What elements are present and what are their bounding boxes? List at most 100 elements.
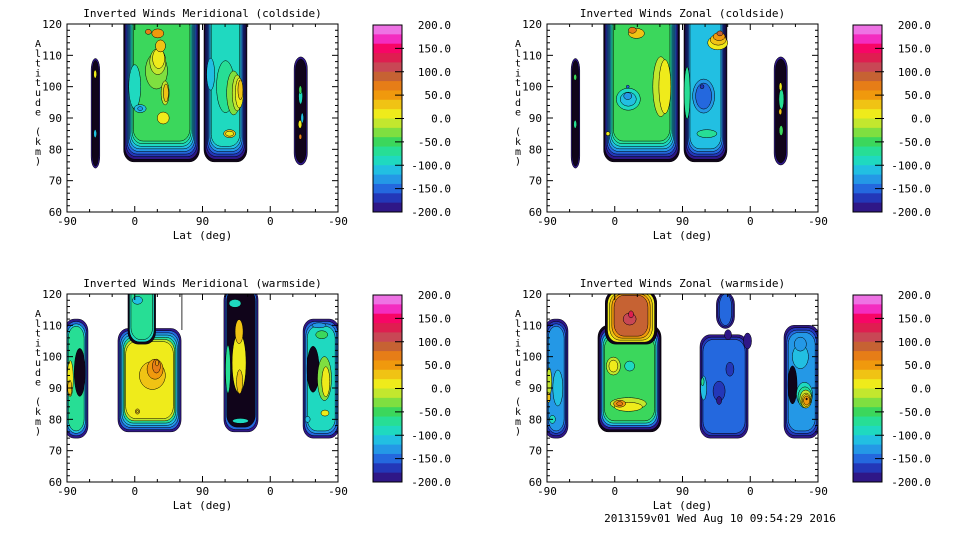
y-axis-label-char: m [515, 147, 521, 158]
colorbar-band [373, 109, 402, 119]
colorbar-label: -50.0 [898, 406, 931, 419]
colorbar-label: 0.0 [911, 383, 931, 396]
contour-layer [130, 294, 153, 340]
contour-field [547, 294, 818, 439]
contour-spot [311, 322, 327, 329]
colorbar-label: -150.0 [411, 183, 451, 196]
x-tick-label: 90 [196, 485, 209, 498]
y-axis-label-char: ( [515, 397, 521, 408]
colorbar-band [853, 416, 882, 427]
contour-layer [92, 60, 99, 167]
contour-spot [700, 377, 705, 386]
colorbar-label: -150.0 [891, 453, 931, 466]
x-tick-label: -90 [57, 485, 77, 498]
y-axis-label-char: i [35, 338, 41, 349]
contour-spot [725, 361, 735, 377]
y-axis-label-char: u [35, 88, 41, 99]
x-axis-label: Lat (deg) [653, 499, 713, 512]
y-tick-label: 120 [522, 18, 542, 31]
y-axis-label-char: ( [35, 397, 41, 408]
colorbar-band [853, 25, 882, 35]
colorbar-band [373, 183, 402, 194]
x-tick-label: 0 [131, 215, 138, 228]
y-tick-label: 100 [522, 81, 542, 94]
y-axis-label-char: i [515, 68, 521, 79]
colorbar-band [853, 435, 882, 446]
colorbar-band [853, 369, 882, 380]
y-axis-label-char: ( [35, 127, 41, 138]
y-axis-label-char: m [35, 417, 41, 428]
panel-inverted-winds-zonal-coldside: -90 0 90 0 -90 120 110 100 90 80 70 60 Inverted Wind… [515, 7, 931, 242]
colorbar-label: 150.0 [418, 42, 451, 55]
colorbar-band [373, 360, 402, 371]
y-tick-label: 100 [42, 351, 62, 364]
colorbar-band [373, 407, 402, 418]
contour-spot [232, 418, 249, 424]
y-axis-label-char: d [515, 368, 521, 379]
colorbar-band [853, 34, 882, 45]
y-axis-label-char: t [515, 59, 521, 70]
colorbar-band [373, 99, 402, 110]
y-tick-label: 80 [529, 143, 542, 156]
colorbar-label: 200.0 [898, 19, 931, 32]
contour-spot [155, 359, 159, 367]
colorbar-band [853, 304, 882, 315]
colorbar-band [853, 388, 882, 399]
y-tick-label: 90 [529, 112, 542, 125]
contour-spot [321, 366, 331, 397]
colorbar-band [853, 127, 882, 138]
y-axis-label-char: l [35, 49, 41, 60]
plot-frame [66, 293, 339, 483]
x-tick-label: -90 [808, 215, 828, 228]
colorbar-label: 50.0 [905, 359, 932, 372]
y-axis-label-char: k [515, 407, 521, 418]
contour-spot [628, 27, 637, 34]
y-axis-label-char: l [35, 319, 41, 330]
colorbar-label: -100.0 [411, 429, 451, 442]
colorbar-band [853, 99, 882, 110]
colorbar-band [853, 323, 882, 333]
contour-spot [300, 112, 304, 124]
timestamp-footer: 2013159v01 Wed Aug 10 09:54:29 2016 [604, 512, 836, 525]
colorbar-band [373, 34, 402, 45]
y-axis-label-char: t [35, 59, 41, 70]
colorbar-band [853, 183, 882, 194]
y-axis-label-char: t [35, 329, 41, 340]
colorbar-label: -100.0 [891, 159, 931, 172]
colorbar-band [853, 379, 882, 389]
y-axis-ticks [67, 23, 338, 213]
x-tick-label: 0 [611, 485, 618, 498]
y-tick-label: 60 [529, 476, 542, 489]
colorbar-band [373, 202, 402, 213]
y-tick-label: 80 [49, 143, 62, 156]
y-tick-label: 110 [42, 319, 62, 332]
contour-spot [298, 134, 302, 140]
colorbar-label: 0.0 [431, 383, 451, 396]
y-axis-label-char: t [35, 348, 41, 359]
colorbar-band [373, 379, 402, 389]
colorbar-band [373, 43, 402, 54]
contour-spot [73, 348, 86, 397]
colorbar-band [853, 351, 882, 361]
colorbar-label: 150.0 [898, 42, 931, 55]
colorbar-band [373, 332, 402, 343]
panel-title: Inverted Winds Zonal (coldside) [580, 7, 785, 20]
x-axis-label: Lat (deg) [653, 229, 713, 242]
colorbar-label: -200.0 [891, 476, 931, 489]
colorbar-label: -200.0 [891, 206, 931, 219]
colorbar-band [373, 165, 402, 176]
y-axis-label-char: k [35, 137, 41, 148]
colorbar-band [373, 62, 402, 73]
contour-spot [616, 401, 623, 406]
contour-spot [304, 416, 311, 423]
x-axis-ticks [546, 294, 819, 482]
panel-inverted-winds-meridional-warmside: -90 0 90 0 -90 120 110 100 90 80 70 60 Inverted Wind… [35, 277, 451, 512]
colorbar-label: -200.0 [411, 206, 451, 219]
colorbar-band [373, 81, 402, 91]
contour-spot [605, 131, 611, 136]
y-tick-label: 110 [522, 49, 542, 62]
contour-field [90, 24, 308, 169]
colorbar-label: -50.0 [898, 136, 931, 149]
x-tick-label: -90 [328, 485, 348, 498]
